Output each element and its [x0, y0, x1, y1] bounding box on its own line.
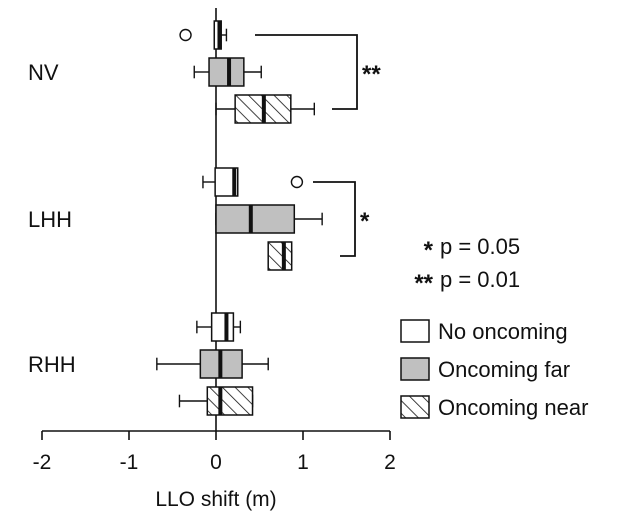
- x-axis-title: LLO shift (m): [155, 488, 276, 511]
- legend: No oncoming Oncoming far Oncoming near: [400, 319, 588, 420]
- sig-legend-stars-0: *: [424, 237, 434, 264]
- box-body-lhh-oncoming-near: [267, 241, 293, 271]
- significance-legend: * p = 0.05 ** p = 0.01: [414, 234, 520, 297]
- x-tick-label-0: 0: [210, 451, 222, 474]
- x-tick-label-2: -2: [33, 451, 52, 474]
- box-rhh-oncoming-near: [178, 386, 254, 416]
- box-lhh-no-oncoming: [202, 167, 304, 197]
- box-body-lhh-no-oncoming: [214, 167, 239, 197]
- box-body-rhh-oncoming-near: [206, 386, 254, 416]
- box-nv-oncoming-near: [215, 94, 316, 124]
- x-tick-label-2: 2: [384, 451, 396, 474]
- x-tick-label-1: 1: [297, 451, 309, 474]
- outlier-nv-no-oncoming-0: [179, 28, 192, 42]
- box-body-rhh-no-oncoming: [210, 312, 235, 342]
- box-lhh-oncoming-far: [215, 204, 323, 234]
- box-rhh-oncoming-far: [156, 349, 269, 379]
- group-label-lhh: LHH: [28, 207, 72, 232]
- sig-legend-stars-1: **: [414, 270, 433, 297]
- significance-label-lhh: *: [360, 208, 370, 235]
- box-body-lhh-oncoming-far: [215, 204, 296, 234]
- legend-label-no-oncoming: No oncoming: [438, 319, 568, 344]
- box-lhh-oncoming-near: [267, 241, 293, 271]
- box-rhh-no-oncoming: [196, 312, 242, 342]
- group-label-rhh: RHH: [28, 352, 76, 377]
- legend-swatch-oncoming-far: [400, 357, 430, 381]
- significance-label-nv: **: [362, 61, 381, 88]
- box-body-nv-oncoming-far: [208, 57, 245, 87]
- group-label-nv: NV: [28, 60, 59, 85]
- sig-legend-text-0: p = 0.05: [440, 234, 520, 259]
- sig-legend-text-1: p = 0.01: [440, 267, 520, 292]
- legend-label-oncoming-far: Oncoming far: [438, 357, 570, 382]
- legend-swatch-oncoming-near: [400, 395, 430, 419]
- outlier-lhh-no-oncoming-0: [290, 175, 304, 189]
- x-tick-label-1: -1: [120, 451, 139, 474]
- significance-bracket-nv: [255, 34, 358, 110]
- legend-swatch-no-oncoming: [400, 319, 430, 343]
- significance-bracket-lhh: [313, 181, 356, 257]
- box-nv-oncoming-far: [193, 57, 262, 87]
- legend-label-oncoming-near: Oncoming near: [438, 395, 588, 420]
- box-nv-no-oncoming: [179, 20, 228, 50]
